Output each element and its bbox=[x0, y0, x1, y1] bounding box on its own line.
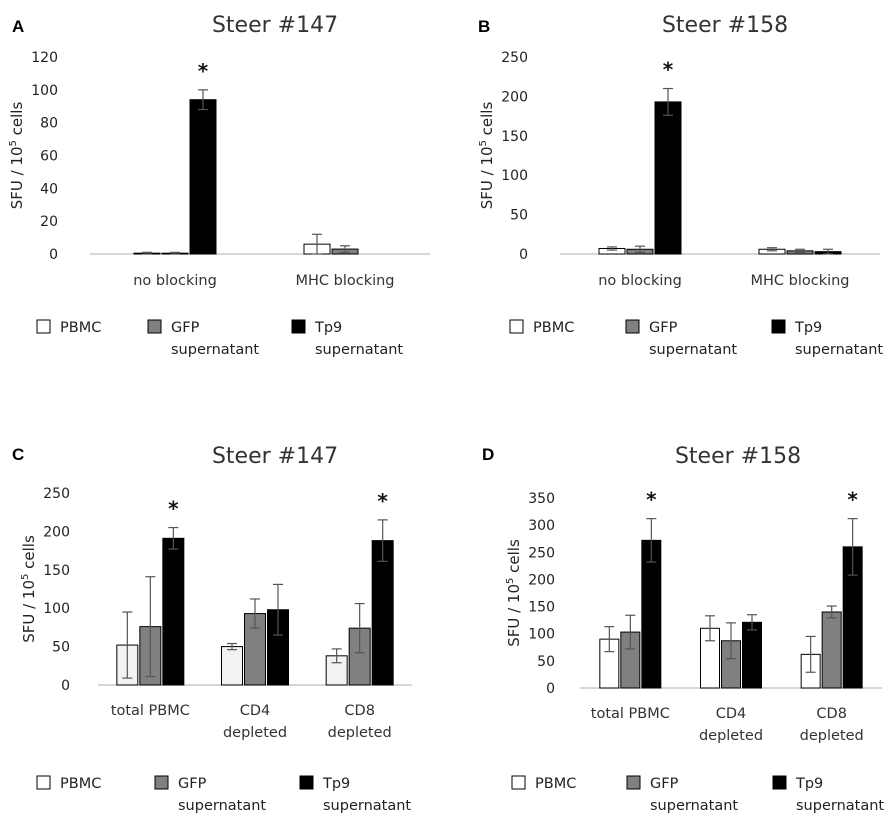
legend-swatch bbox=[291, 319, 306, 334]
legend-swatch bbox=[771, 319, 786, 334]
category-label: total PBMC bbox=[591, 706, 670, 722]
y-tick-label: 150 bbox=[501, 129, 528, 145]
y-tick-label: 0 bbox=[49, 247, 58, 263]
panel-letter: A bbox=[12, 17, 24, 36]
category-label: CD4 bbox=[716, 706, 747, 722]
category-label: CD4 bbox=[240, 703, 271, 719]
y-tick-label: 50 bbox=[52, 640, 70, 656]
y-tick-label: 350 bbox=[528, 491, 555, 507]
y-tick-label: 0 bbox=[519, 247, 528, 263]
y-axis-label: SFU / 105 cells bbox=[8, 102, 26, 210]
legend-label: PBMC bbox=[533, 320, 574, 336]
panel-letter: C bbox=[12, 445, 24, 464]
panel-letter: B bbox=[478, 17, 490, 36]
y-tick-label: 150 bbox=[43, 563, 70, 579]
category-label: no blocking bbox=[598, 273, 682, 289]
significance-star: * bbox=[663, 58, 674, 82]
legend-swatch bbox=[772, 775, 787, 790]
y-tick-label: 100 bbox=[501, 168, 528, 184]
bar bbox=[189, 99, 217, 255]
category-label: CD8 bbox=[344, 703, 375, 719]
y-tick-label: 40 bbox=[40, 181, 58, 197]
chart-title: Steer #147 bbox=[212, 444, 338, 469]
legend-swatch bbox=[299, 775, 314, 790]
y-tick-label: 120 bbox=[31, 50, 58, 66]
bar bbox=[742, 621, 762, 689]
legend-label: Tp9 bbox=[794, 320, 822, 336]
legend-swatch bbox=[36, 319, 51, 334]
legend-label: supernatant bbox=[796, 798, 884, 814]
legend-swatch bbox=[625, 319, 640, 334]
legend-label: GFP bbox=[649, 320, 678, 336]
chart-title: Steer #158 bbox=[662, 13, 788, 38]
y-tick-label: 20 bbox=[40, 214, 58, 230]
y-tick-label: 0 bbox=[546, 681, 555, 697]
y-tick-label: 200 bbox=[43, 524, 70, 540]
y-tick-label: 250 bbox=[528, 545, 555, 561]
bar bbox=[654, 101, 682, 255]
legend-label: supernatant bbox=[323, 798, 411, 814]
y-axis-label: SFU / 105 cells bbox=[505, 539, 523, 647]
y-tick-label: 250 bbox=[43, 486, 70, 502]
category-label: MHC blocking bbox=[295, 273, 394, 289]
legend-swatch bbox=[509, 319, 524, 334]
legend-label: supernatant bbox=[171, 342, 259, 358]
legend-swatch bbox=[36, 775, 51, 790]
y-tick-label: 100 bbox=[31, 83, 58, 99]
y-tick-label: 200 bbox=[528, 572, 555, 588]
legend-label: Tp9 bbox=[314, 320, 342, 336]
y-tick-label: 50 bbox=[510, 208, 528, 224]
legend-label: GFP bbox=[171, 320, 200, 336]
significance-star: * bbox=[168, 497, 179, 521]
y-tick-label: 0 bbox=[61, 678, 70, 694]
category-label: depleted bbox=[699, 728, 763, 744]
panel-letter: D bbox=[482, 445, 494, 464]
significance-star: * bbox=[646, 488, 657, 512]
legend-label: Tp9 bbox=[795, 776, 823, 792]
legend-label: PBMC bbox=[60, 776, 101, 792]
y-tick-label: 150 bbox=[528, 600, 555, 616]
y-axis-label: SFU / 105 cells bbox=[20, 535, 38, 643]
category-label: CD8 bbox=[816, 706, 847, 722]
significance-star: * bbox=[198, 59, 209, 83]
bar bbox=[821, 611, 842, 689]
y-tick-label: 300 bbox=[528, 518, 555, 534]
y-tick-label: 100 bbox=[528, 627, 555, 643]
y-tick-label: 200 bbox=[501, 89, 528, 105]
category-label: MHC blocking bbox=[750, 273, 849, 289]
y-tick-label: 50 bbox=[537, 654, 555, 670]
chart-title: Steer #147 bbox=[212, 13, 338, 38]
category-label: no blocking bbox=[133, 273, 217, 289]
legend-swatch bbox=[626, 775, 641, 790]
y-tick-label: 60 bbox=[40, 149, 58, 165]
legend-label: supernatant bbox=[795, 342, 883, 358]
legend-swatch bbox=[147, 319, 162, 334]
chart-title: Steer #158 bbox=[675, 444, 801, 469]
category-label: total PBMC bbox=[111, 703, 190, 719]
y-axis-label: SFU / 105 cells bbox=[478, 102, 496, 210]
y-tick-label: 250 bbox=[501, 50, 528, 66]
legend-swatch bbox=[154, 775, 169, 790]
category-label: depleted bbox=[328, 725, 392, 741]
significance-star: * bbox=[847, 488, 858, 512]
legend-label: supernatant bbox=[315, 342, 403, 358]
legend-label: Tp9 bbox=[322, 776, 350, 792]
y-tick-label: 80 bbox=[40, 116, 58, 132]
significance-star: * bbox=[377, 489, 388, 513]
legend-label: GFP bbox=[178, 776, 207, 792]
legend-label: PBMC bbox=[535, 776, 576, 792]
legend-label: GFP bbox=[650, 776, 679, 792]
category-label: depleted bbox=[800, 728, 864, 744]
legend-label: supernatant bbox=[649, 342, 737, 358]
legend-swatch bbox=[511, 775, 526, 790]
legend-label: supernatant bbox=[178, 798, 266, 814]
category-label: depleted bbox=[223, 725, 287, 741]
legend-label: PBMC bbox=[60, 320, 101, 336]
y-tick-label: 100 bbox=[43, 601, 70, 617]
legend-label: supernatant bbox=[650, 798, 738, 814]
